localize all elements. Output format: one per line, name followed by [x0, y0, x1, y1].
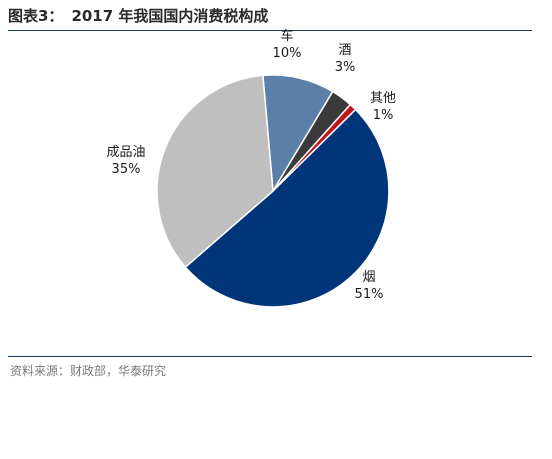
slice-label-3: 其他	[370, 91, 396, 106]
pie-labels: 车 10% 酒 3% 其他 1% 烟 51% 成品油 35%	[106, 28, 396, 302]
source-rule	[8, 356, 532, 357]
title-rule	[8, 30, 532, 31]
pie-slice-1	[262, 74, 334, 194]
figure-title-text: 2017 年我国国内消费税构成	[71, 7, 269, 25]
slice-label-4: 烟	[362, 270, 375, 285]
slice-value-label-1: 10%	[273, 46, 302, 61]
slice-label-2: 酒	[338, 43, 351, 58]
pie-slice-4	[184, 108, 390, 308]
slice-value-label-5: 35%	[112, 162, 141, 177]
slice-label-5: 成品油	[106, 145, 145, 160]
slice-value-label-3: 1%	[373, 108, 394, 123]
pie-slices	[156, 74, 390, 308]
slice-label-1: 车	[280, 28, 293, 44]
slice-value-label-2: 3%	[335, 60, 356, 75]
source-note: 资料来源：财政部，华泰研究	[10, 364, 167, 378]
slice-value-label-4: 51%	[355, 287, 384, 302]
figure-label: 图表3：	[8, 7, 64, 25]
figure-title: 图表3： 2017 年我国国内消费税构成	[8, 5, 268, 26]
pie-slice-5	[156, 74, 274, 269]
